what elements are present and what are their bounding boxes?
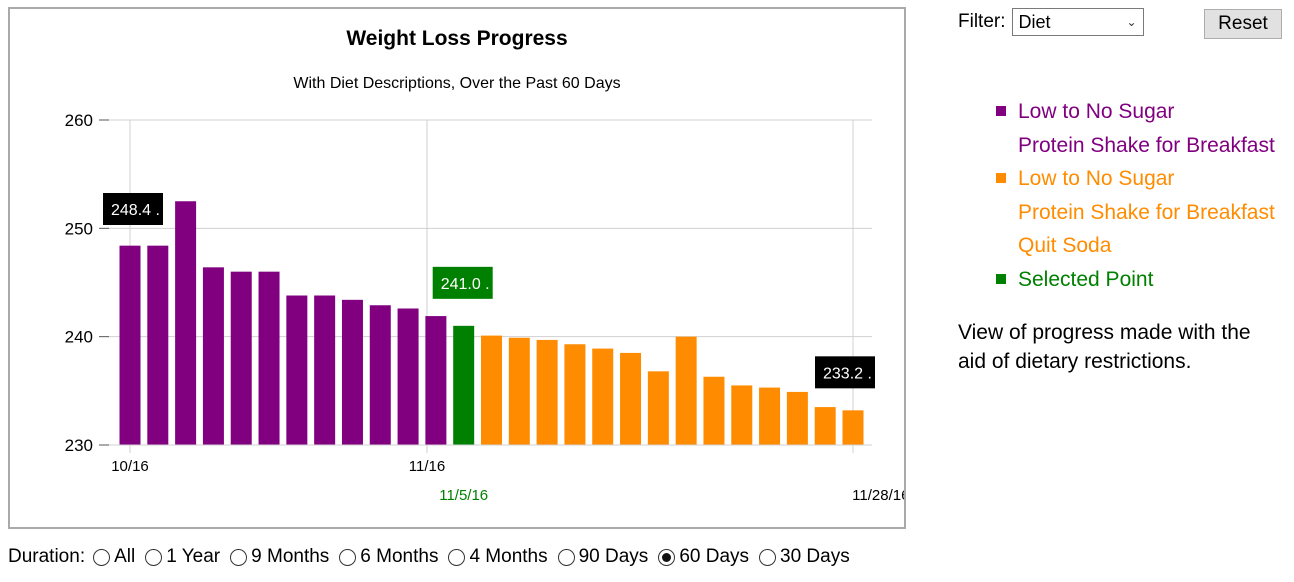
- bar[interactable]: [175, 201, 197, 445]
- duration-option-label: 4 Months: [469, 546, 548, 567]
- legend-entry: Selected Point: [996, 263, 1275, 297]
- bar[interactable]: [369, 305, 391, 445]
- x-tick-label: 11/5/16: [439, 487, 488, 504]
- radio-button[interactable]: [557, 548, 575, 566]
- legend-entry-label: Selected Point: [1018, 267, 1154, 291]
- bar[interactable]: [202, 267, 224, 445]
- legend-swatch: [996, 106, 1006, 116]
- chevron-down-icon: ⌄: [1126, 15, 1137, 29]
- radio-button[interactable]: [145, 548, 163, 566]
- radio-button[interactable]: [339, 548, 357, 566]
- duration-option-60-days[interactable]: 60 Days: [658, 546, 749, 568]
- x-tick-label: 10/16: [111, 458, 149, 475]
- bar[interactable]: [759, 387, 781, 445]
- filter-label: Filter:: [958, 11, 1006, 32]
- bar[interactable]: [536, 339, 558, 445]
- bar[interactable]: [564, 344, 586, 445]
- duration-option-30-days[interactable]: 30 Days: [759, 546, 850, 568]
- filter-select-value: Diet: [1018, 11, 1051, 32]
- legend-swatch: [996, 273, 1006, 284]
- bar[interactable]: [425, 316, 447, 445]
- bar[interactable]: [675, 336, 697, 445]
- bar[interactable]: [731, 385, 753, 445]
- legend-entry-label: Low to No Sugar: [1018, 167, 1175, 190]
- x-tick-label: 11/28/16: [852, 487, 904, 504]
- chart-subtitle: With Diet Descriptions, Over the Past 60…: [293, 75, 620, 92]
- bar[interactable]: [481, 335, 502, 445]
- bar[interactable]: [286, 295, 308, 446]
- data-label-box: [103, 193, 163, 225]
- y-tick-label: 250: [65, 219, 93, 238]
- bar[interactable]: [341, 299, 363, 445]
- legend-swatch: [996, 173, 1006, 183]
- duration-option-label: 1 Year: [166, 546, 221, 567]
- chart-frame: Weight Loss Progress With Diet Descriptio…: [8, 7, 906, 529]
- radio-button[interactable]: [93, 548, 111, 566]
- data-label: 241.0 .: [441, 276, 490, 293]
- data-label-box: [815, 356, 875, 389]
- duration-option-all[interactable]: All: [93, 546, 135, 568]
- duration-option-label: 60 Days: [679, 546, 750, 567]
- duration-option-label: 90 Days: [578, 546, 649, 567]
- y-tick-label: 240: [65, 328, 93, 347]
- legend: Low to No Sugar Protein Shake for Breakfa…: [996, 95, 1275, 296]
- bar[interactable]: [147, 245, 169, 445]
- bar[interactable]: [814, 407, 836, 445]
- radio-button[interactable]: [448, 548, 466, 566]
- legend-entry-label: Quit Soda: [1018, 234, 1112, 257]
- radio-button[interactable]: [658, 548, 676, 566]
- radio-button[interactable]: [230, 548, 248, 566]
- data-label-box: [432, 266, 493, 299]
- bar[interactable]: [620, 352, 642, 445]
- bar[interactable]: [786, 391, 808, 445]
- reset-button[interactable]: Reset: [1204, 9, 1282, 39]
- legend-entry: Low to No Sugar Protein Shake for Breakfa…: [996, 95, 1275, 162]
- duration-option-90-days[interactable]: 90 Days: [557, 546, 649, 568]
- duration-option-label: 9 Months: [251, 546, 330, 567]
- duration-option-label: All: [114, 546, 136, 567]
- filter-select[interactable]: Diet ⌄: [1011, 8, 1144, 36]
- duration-selector: Duration: All 1 Year 9 Months 6 Months 4 Mon…: [8, 544, 860, 570]
- legend-entry-label: Protein Shake for Breakfast: [1018, 200, 1275, 224]
- duration-option-label: 6 Months: [360, 546, 439, 567]
- duration-option-1-year[interactable]: 1 Year: [145, 546, 220, 568]
- weight-chart: Weight Loss Progress With Diet Descriptio…: [65, 27, 904, 504]
- legend-entry: Low to No Sugar Protein Shake for Breakfa…: [996, 162, 1275, 263]
- duration-label: Duration:: [8, 546, 86, 567]
- duration-option-4-months[interactable]: 4 Months: [448, 546, 548, 568]
- chart-title: Weight Loss Progress: [346, 27, 567, 50]
- duration-option-9-months[interactable]: 9 Months: [230, 546, 329, 568]
- data-label: 248.4 .: [111, 202, 160, 219]
- filter-row: Filter: Diet ⌄: [958, 8, 1144, 36]
- legend-entry-label: Low to No Sugar: [1018, 100, 1175, 123]
- bar[interactable]: [314, 295, 336, 446]
- x-tick-label: 11/16: [409, 458, 445, 475]
- bar[interactable]: [397, 308, 419, 446]
- bar[interactable]: [119, 245, 141, 445]
- y-tick-label: 230: [65, 436, 93, 455]
- chart-description: View of progress made with the aid of di…: [958, 321, 1251, 373]
- bar[interactable]: [647, 371, 669, 445]
- y-tick-label: 260: [65, 111, 93, 130]
- bar[interactable]: [592, 348, 614, 445]
- radio-button[interactable]: [759, 548, 777, 566]
- duration-option-6-months[interactable]: 6 Months: [339, 546, 438, 568]
- bar[interactable]: [230, 271, 252, 445]
- duration-option-label: 30 Days: [780, 546, 850, 567]
- data-label: 233.2 .: [823, 365, 872, 382]
- bar[interactable]: [453, 325, 475, 445]
- legend-entry-label: Protein Shake for Breakfast: [1018, 133, 1275, 157]
- bar[interactable]: [842, 410, 864, 445]
- bar[interactable]: [508, 337, 530, 445]
- bar[interactable]: [703, 376, 725, 445]
- bar[interactable]: [258, 271, 280, 445]
